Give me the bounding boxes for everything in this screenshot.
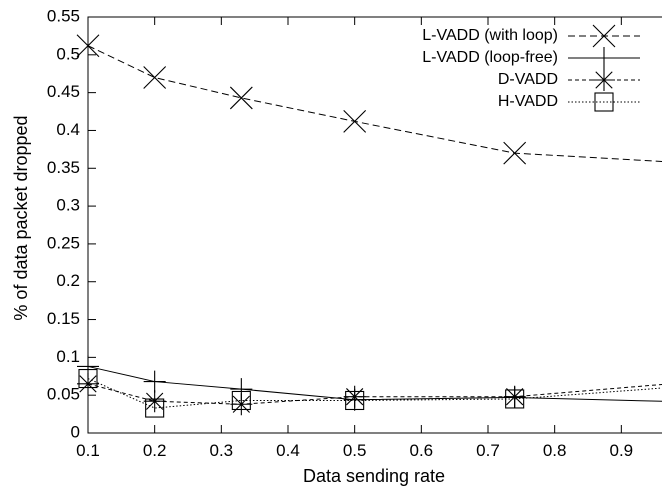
x-axis-title: Data sending rate bbox=[303, 466, 445, 486]
legend: L-VADD (with loop) L-VADD (loop-free) D-VA… bbox=[422, 24, 640, 112]
x-marker bbox=[229, 86, 253, 110]
data-point bbox=[143, 390, 166, 413]
legend-entry: D-VADD bbox=[498, 69, 640, 91]
data-point bbox=[503, 385, 526, 408]
y-tick-label: 0.5 bbox=[56, 44, 80, 63]
data-point bbox=[145, 398, 165, 418]
x-tick-label: 0.6 bbox=[410, 441, 434, 460]
x-tick-label: 0.4 bbox=[276, 441, 300, 460]
y-tick-label: 0.2 bbox=[56, 271, 80, 290]
x-marker bbox=[143, 66, 167, 89]
x-tick-label: 0.9 bbox=[610, 441, 634, 460]
legend-entry: L-VADD (loop-free) bbox=[422, 47, 640, 69]
x-tick-label: 0.2 bbox=[143, 441, 167, 460]
series-line bbox=[87, 45, 662, 163]
series-2 bbox=[77, 372, 662, 416]
y-axis-title-group: % of data packet dropped bbox=[11, 115, 31, 320]
data-point bbox=[505, 389, 525, 409]
square-marker bbox=[594, 92, 614, 112]
x-tick-label: 0.5 bbox=[343, 441, 367, 460]
x-ticks: 0.10.20.30.40.50.60.70.80.91 bbox=[76, 17, 634, 460]
y-axis-title: % of data packet dropped bbox=[11, 115, 31, 320]
legend-marker bbox=[594, 92, 614, 112]
plus-marker bbox=[143, 370, 166, 393]
star-marker bbox=[343, 385, 366, 408]
series-0 bbox=[76, 34, 662, 165]
x-tick-label: 0.3 bbox=[210, 441, 234, 460]
series-line bbox=[87, 378, 662, 409]
legend-label: L-VADD (with loop) bbox=[422, 27, 558, 44]
star-marker bbox=[143, 390, 166, 413]
series-line bbox=[87, 365, 662, 402]
square-marker bbox=[145, 398, 165, 418]
square-marker bbox=[345, 390, 365, 411]
series-1 bbox=[77, 355, 662, 411]
series-layer bbox=[76, 34, 662, 418]
legend-marker bbox=[593, 69, 615, 91]
x-tick-label: 0.7 bbox=[476, 441, 500, 460]
data-point bbox=[143, 66, 167, 89]
star-marker bbox=[593, 69, 615, 91]
data-point bbox=[343, 385, 366, 408]
series-3 bbox=[78, 368, 662, 418]
y-ticks: 0 0.05 0.1 0.15 0.2 0.25 0.3 0.35 0.4 0.45 0.5 0.55 bbox=[47, 6, 96, 441]
y-tick-label: 0.45 bbox=[47, 82, 80, 101]
legend-label: L-VADD (loop-free) bbox=[422, 49, 558, 66]
data-point bbox=[143, 370, 166, 393]
legend-entry: H-VADD bbox=[498, 92, 640, 112]
y-tick-label: 0.1 bbox=[56, 347, 80, 366]
data-point bbox=[343, 109, 367, 133]
data-point bbox=[345, 390, 365, 411]
legend-label: D-VADD bbox=[498, 71, 558, 88]
y-tick-label: 0.05 bbox=[47, 385, 80, 404]
star-marker bbox=[230, 393, 253, 416]
square-marker bbox=[505, 389, 525, 409]
x-marker bbox=[592, 24, 616, 48]
legend-label: H-VADD bbox=[498, 93, 558, 110]
y-tick-label: 0.55 bbox=[47, 6, 80, 25]
x-marker bbox=[343, 109, 367, 133]
star-marker bbox=[503, 385, 526, 408]
y-tick-label: 0.35 bbox=[47, 158, 80, 177]
data-point bbox=[230, 393, 253, 416]
legend-entry: L-VADD (with loop) bbox=[422, 24, 640, 48]
y-tick-label: 0.15 bbox=[47, 309, 80, 328]
y-tick-label: 0.4 bbox=[56, 120, 80, 139]
square-marker bbox=[231, 390, 251, 411]
data-point bbox=[503, 141, 527, 165]
x-marker bbox=[503, 141, 527, 165]
data-point bbox=[229, 86, 253, 110]
legend-marker bbox=[592, 24, 616, 48]
y-tick-label: 0.25 bbox=[47, 233, 80, 252]
plot-frame bbox=[87, 16, 662, 434]
data-point bbox=[231, 390, 251, 411]
plus-marker bbox=[593, 47, 615, 69]
legend-marker bbox=[593, 47, 615, 69]
x-tick-label: 0.8 bbox=[543, 441, 567, 460]
y-tick-label: 0.3 bbox=[56, 196, 80, 215]
x-tick-label: 0.1 bbox=[76, 441, 100, 460]
series-line bbox=[87, 383, 662, 405]
y-tick-label: 0 bbox=[71, 422, 80, 441]
